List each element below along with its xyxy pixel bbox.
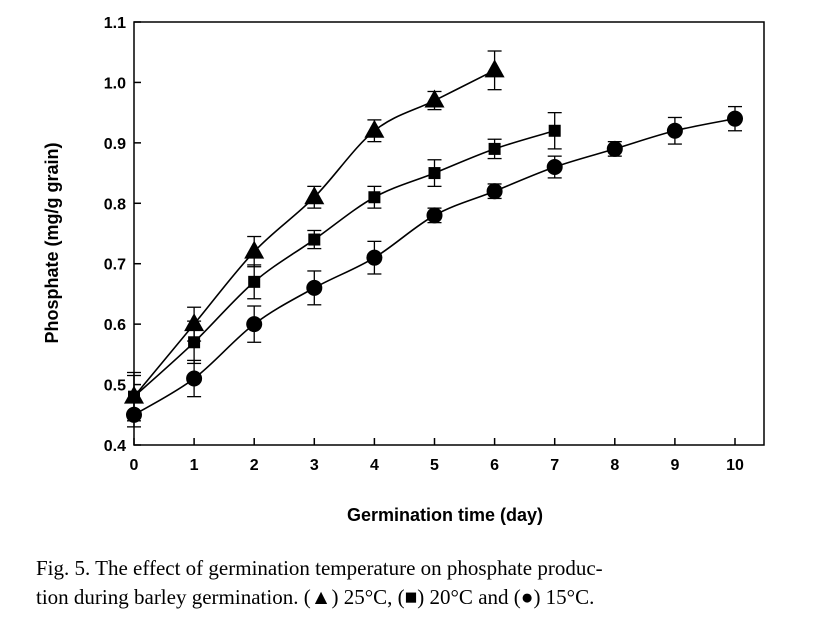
square-point [428,167,441,180]
circle-point [666,122,683,139]
x-axis-title: Germination time (day) [347,505,543,525]
circle-point [246,316,263,333]
triangle-point [244,240,265,259]
y-axis-ticks: 0.4 0.5 0.6 0.7 0.8 0.9 1.0 1.1 [104,15,141,455]
y-tick-label: 0.4 [104,438,126,455]
circle-point [126,406,142,423]
x-tick-label: 9 [670,457,679,474]
circle-point [366,249,383,266]
triangle-point [304,186,325,205]
x-tick-label: 4 [370,457,379,474]
circle-point [606,140,623,157]
y-tick-label: 0.6 [104,317,126,334]
square-point [188,336,201,349]
circle-point [727,110,743,127]
caption-line-1: Fig. 5. The effect of germination temper… [36,556,603,580]
x-tick-label: 1 [190,457,199,474]
triangle-point [364,119,385,138]
circle-point [306,279,323,296]
circle-point [186,370,203,387]
series-square [127,111,562,422]
series-layer [124,50,743,428]
y-tick-label: 0.9 [104,136,126,153]
figure-caption: Fig. 5. The effect of germination temper… [36,554,796,612]
circle-point [486,183,503,200]
y-tick-label: 1.1 [104,15,126,32]
x-tick-label: 0 [130,457,139,474]
circle-point [546,159,563,176]
series-circle [126,105,743,428]
square-point [548,124,561,137]
triangle-point [484,59,505,78]
square-point [368,191,381,204]
phosphate-chart: 0.4 0.5 0.6 0.7 0.8 0.9 1.0 1.1 0 1 2 3 4 5 6 7 8 9 10 Ge… [42,15,765,525]
plot-frame [133,21,765,446]
circle-point [426,207,443,224]
x-tick-label: 8 [610,457,619,474]
square-point [128,390,140,403]
triangle-point [424,89,445,108]
y-axis-title: Phosphate (mg/g grain) [42,142,62,343]
y-tick-label: 0.5 [104,378,126,395]
x-tick-label: 5 [430,457,439,474]
square-point [488,142,501,155]
y-tick-label: 0.8 [104,196,126,213]
x-tick-label: 6 [490,457,499,474]
y-tick-label: 1.0 [104,75,126,92]
caption-line-2: tion during barley germination. (▲) 25°C… [36,585,595,609]
x-tick-label: 10 [726,457,744,474]
series-line [133,130,555,398]
x-tick-label: 2 [250,457,259,474]
y-tick-label: 0.7 [104,257,126,274]
square-point [308,233,321,246]
square-point [248,275,261,288]
x-tick-label: 7 [550,457,559,474]
x-tick-label: 3 [310,457,319,474]
x-axis-ticks: 0 1 2 3 4 5 6 7 8 9 10 [130,438,744,474]
